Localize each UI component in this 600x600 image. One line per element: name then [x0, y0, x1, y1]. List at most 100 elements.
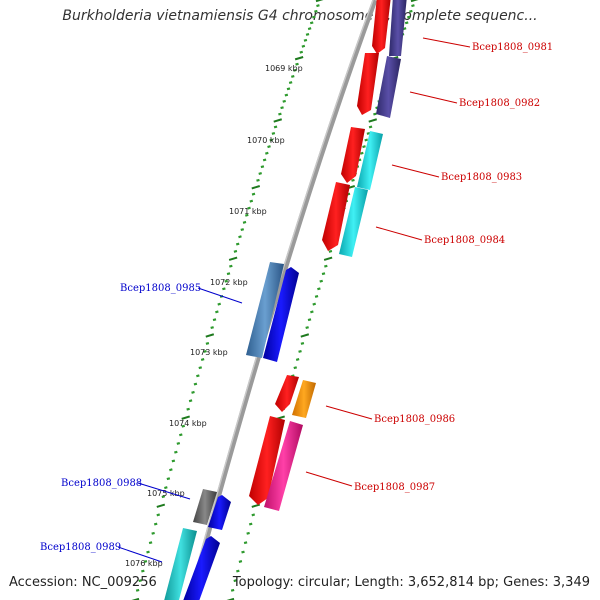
gene-feature-0983-a[interactable] — [341, 127, 365, 183]
inner-scale-minor-tick — [233, 579, 238, 583]
gene-label-bcep1808-0988[interactable]: Bcep1808_0988 — [61, 478, 142, 489]
outer-scale-major-tick — [181, 415, 190, 420]
outer-scale-minor-tick — [203, 349, 207, 353]
outer-scale-minor-tick — [258, 172, 262, 175]
outer-scale-minor-tick — [256, 178, 260, 182]
inner-scale-minor-tick — [300, 341, 305, 345]
inner-scale-minor-tick — [319, 279, 323, 283]
outer-scale-minor-tick — [244, 213, 249, 217]
gene-label-bcep1808-0985[interactable]: Bcep1808_0985 — [120, 283, 201, 294]
outer-scale-minor-tick — [224, 279, 228, 283]
gene-feature-0981-a[interactable] — [372, 0, 391, 54]
gene-label-bcep1808-0984[interactable]: Bcep1808_0984 — [424, 235, 505, 246]
outer-scale-minor-tick — [240, 228, 245, 231]
gene-label-bcep1808-0986[interactable]: Bcep1808_0986 — [374, 414, 455, 425]
outer-scale-minor-tick — [278, 112, 282, 116]
outer-scale-minor-tick — [229, 264, 233, 268]
gene-feature-0989-b[interactable] — [183, 536, 220, 600]
outer-scale-minor-tick — [156, 513, 161, 517]
gene-feature-0984-a[interactable] — [322, 182, 350, 251]
outer-scale-minor-tick — [222, 287, 226, 291]
outer-scale-major-tick — [251, 185, 261, 190]
gene-feature-0983-b[interactable] — [357, 131, 383, 190]
gene-feature-0982-a[interactable] — [357, 53, 379, 115]
outer-scale-minor-tick — [269, 138, 273, 142]
inner-scale-minor-tick — [238, 560, 243, 563]
outer-scale-minor-tick — [148, 541, 153, 545]
outer-scale-minor-tick — [169, 468, 173, 472]
scale-ticks-outer — [131, 0, 324, 600]
inner-scale-minor-tick — [305, 326, 309, 330]
gene-feature-0982-b[interactable] — [376, 56, 401, 118]
outer-scale-minor-tick — [193, 382, 198, 386]
outer-scale-minor-tick — [282, 99, 286, 103]
outer-scale-minor-tick — [249, 199, 254, 203]
gene-feature-0988-b[interactable] — [208, 495, 231, 530]
gene-feature-0981-b[interactable] — [389, 0, 407, 56]
outer-scale-minor-tick — [215, 310, 219, 314]
gene-label-bcep1808-0987[interactable]: Bcep1808_0987 — [354, 482, 435, 493]
inner-scale-major-tick — [251, 503, 261, 508]
outer-scale-minor-tick — [273, 125, 278, 129]
outer-scale-minor-tick — [200, 358, 205, 361]
outer-scale-minor-tick — [312, 15, 316, 19]
outer-scale-minor-tick — [247, 206, 251, 210]
kbp-label-group: 1069 kbp 1070 kbp 1071 kbp 1072 kbp 1073… — [125, 64, 303, 568]
outer-scale-minor-tick — [146, 550, 150, 554]
outer-scale-minor-tick — [238, 235, 242, 239]
inner-scale-minor-tick — [324, 264, 328, 268]
outer-scale-minor-tick — [233, 249, 238, 253]
outer-scale-minor-tick — [186, 407, 190, 411]
outer-scale-minor-tick — [299, 50, 304, 54]
outer-scale-minor-tick — [196, 374, 200, 378]
inner-scale-minor-tick — [360, 151, 364, 155]
gene-feature-0987-b[interactable] — [264, 421, 303, 511]
outer-scale-minor-tick — [242, 220, 247, 224]
inner-scale-minor-tick — [248, 522, 253, 526]
gene-feature-0984-b[interactable] — [339, 187, 368, 257]
outer-scale-major-tick — [156, 503, 166, 508]
gene-feature-0986-b[interactable] — [292, 380, 316, 418]
outer-scale-minor-tick — [143, 560, 148, 563]
inner-scale-minor-tick — [366, 131, 371, 135]
outer-scale-minor-tick — [235, 242, 240, 246]
outer-scale-major-tick — [205, 333, 215, 338]
gene-feature-0986-a[interactable] — [275, 375, 299, 412]
inner-scale-minor-tick — [293, 366, 298, 370]
outer-scale-minor-tick — [153, 522, 158, 526]
inner-scale-minor-tick — [298, 349, 302, 353]
gene-feature-0985-b[interactable] — [263, 267, 299, 362]
outer-scale-minor-tick — [151, 531, 155, 535]
outer-scale-minor-tick — [174, 450, 178, 454]
inner-scale-minor-tick — [328, 249, 333, 253]
outer-scale-minor-tick — [176, 441, 181, 445]
kbp-label-1075: 1075 kbp — [147, 489, 185, 498]
gene-feature-0989-a[interactable] — [164, 528, 197, 600]
gene-label-group: Bcep1808_0981 Bcep1808_0982 Bcep1808_098… — [40, 42, 553, 553]
gene-label-bcep1808-0989[interactable]: Bcep1808_0989 — [40, 542, 121, 553]
gene-feature-0985-a[interactable] — [246, 262, 284, 358]
outer-scale-minor-tick — [251, 192, 256, 196]
kbp-label-1071: 1071 kbp — [229, 207, 267, 216]
outer-scale-minor-tick — [181, 424, 186, 428]
outer-scale-minor-tick — [217, 302, 221, 306]
gene-features — [164, 0, 407, 600]
outer-scale-minor-tick — [316, 4, 320, 8]
outer-scale-minor-tick — [293, 68, 297, 72]
inner-scale-minor-tick — [314, 294, 319, 298]
gene-feature-0987-a[interactable] — [249, 416, 285, 505]
gene-label-bcep1808-0981[interactable]: Bcep1808_0981 — [472, 42, 553, 53]
gene-label-bcep1808-0983[interactable]: Bcep1808_0983 — [441, 172, 522, 183]
gene-label-bcep1808-0982[interactable]: Bcep1808_0982 — [459, 98, 540, 109]
label-leader-lines — [117, 37, 471, 563]
gene-feature-0988-a[interactable] — [193, 489, 217, 525]
kbp-label-1074: 1074 kbp — [169, 419, 207, 428]
chromosome-backbone-highlight — [187, 0, 374, 600]
outer-scale-minor-tick — [138, 579, 143, 583]
outer-scale-minor-tick — [135, 588, 140, 592]
kbp-label-1076: 1076 kbp — [125, 559, 163, 568]
inner-scale-minor-tick — [368, 125, 373, 129]
inner-scale-minor-tick — [295, 358, 300, 361]
outer-scale-major-tick — [273, 118, 283, 123]
